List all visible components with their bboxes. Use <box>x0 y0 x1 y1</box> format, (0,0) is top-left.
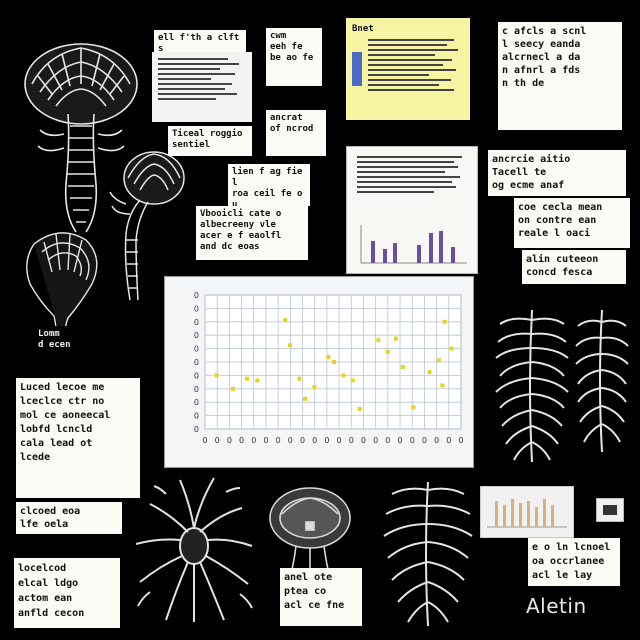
y-tick-label: 0 <box>194 331 199 340</box>
x-tick-label: 0 <box>337 436 342 445</box>
highlight-card: Bnet <box>346 18 470 120</box>
y-tick-label: 0 <box>194 291 199 300</box>
y-tick-label: 0 <box>194 345 199 354</box>
x-tick-label: 0 <box>288 436 293 445</box>
x-tick-label: 0 <box>434 436 439 445</box>
y-tick-label: 0 <box>194 358 199 367</box>
scatter-point <box>303 396 308 401</box>
y-tick-label: 0 <box>194 385 199 394</box>
x-tick-label: 0 <box>312 436 317 445</box>
x-tick-label: 0 <box>276 436 281 445</box>
scatter-point <box>442 319 447 324</box>
brain-mri-specimen <box>269 487 351 579</box>
label-note-11: alin cuteeon concd fesca <box>522 250 626 284</box>
scatter-point <box>287 343 292 348</box>
highlight-card-icon <box>352 52 362 86</box>
scatter-point <box>230 386 235 391</box>
scatter-point <box>393 336 398 341</box>
highlight-card-title: Bnet <box>350 22 390 38</box>
bar-chart-document <box>346 146 478 274</box>
x-tick-label: 0 <box>324 436 329 445</box>
scatter-point <box>341 373 346 378</box>
scatter-point <box>400 365 405 370</box>
x-tick-label: 0 <box>361 436 366 445</box>
scatter-point <box>436 358 441 363</box>
y-tick-label: 0 <box>194 398 199 407</box>
x-tick-label: 0 <box>373 436 378 445</box>
x-tick-label: 0 <box>239 436 244 445</box>
x-tick-label: 0 <box>215 436 220 445</box>
x-tick-label: 0 <box>227 436 232 445</box>
handwritten-caption: Aletin <box>526 594 587 618</box>
scatter-point <box>440 383 445 388</box>
x-tick-label: 0 <box>263 436 268 445</box>
x-tick-label: 0 <box>410 436 415 445</box>
label-note-4: c afcls a scnl l seecy eanda alcrnecl a … <box>498 22 622 130</box>
scatter-point <box>427 370 432 375</box>
label-note-13: Luced lecoe me lceclce ctr no mol ce aon… <box>16 378 140 498</box>
scatter-point <box>385 349 390 354</box>
spinal-specimen-right-2 <box>575 309 629 453</box>
spinal-specimen-right-1 <box>495 309 569 463</box>
scatter-point <box>350 378 355 383</box>
mini-chart-figure <box>487 499 567 528</box>
spinal-specimen-bottom-center <box>383 481 473 627</box>
scatter-point <box>449 346 454 351</box>
label-note-14: clcoed eoa lfe oela <box>16 502 122 534</box>
small-image-thumbnail <box>596 498 624 522</box>
scatter-point <box>214 373 219 378</box>
bar-chart-document-figure <box>360 225 467 264</box>
label-note-8: Vbooicli cate o albecreeny vle acer e f … <box>196 206 308 260</box>
scatter-point <box>312 385 317 390</box>
neuron-specimen-bottom-left <box>135 477 253 622</box>
label-note-1: ell f'th a clfts strelle <box>154 30 246 54</box>
mini-chart-thumbnail <box>480 486 574 538</box>
scatter-point <box>357 406 362 411</box>
label-note-10: coe cecla mean on contre ean reale l oac… <box>514 198 630 248</box>
y-tick-label: 0 <box>194 304 199 313</box>
scatter-point <box>332 360 337 364</box>
x-tick-label: 0 <box>446 436 451 445</box>
label-note-15: locelcod elcal ldgo actom ean anfld ceco… <box>14 558 120 628</box>
y-tick-label: 0 <box>194 318 199 327</box>
document-thumbnail-1 <box>152 52 252 122</box>
x-tick-label: 0 <box>349 436 354 445</box>
x-tick-label: 0 <box>202 436 207 445</box>
scatter-point <box>376 338 381 343</box>
y-tick-label: 0 <box>194 412 199 421</box>
x-tick-label: 0 <box>398 436 403 445</box>
x-tick-label: 0 <box>385 436 390 445</box>
x-tick-label: 0 <box>458 436 463 445</box>
label-note-12: Lomm d ecen <box>34 326 96 354</box>
scatter-point <box>283 318 288 323</box>
scatter-point <box>244 376 249 381</box>
scatter-point <box>326 354 331 359</box>
y-tick-label: 0 <box>194 425 199 434</box>
brain-specimen-medium <box>109 151 185 301</box>
label-note-9: ancrcie aitio Tacell te og ecme anaf <box>488 150 626 196</box>
label-note-7: lien f ag fiel roa ceil fe ou t cea f ce… <box>228 164 310 206</box>
x-tick-label: 0 <box>251 436 256 445</box>
y-tick-label: 0 <box>194 371 199 380</box>
small-image-thumbnail-fill <box>603 505 617 515</box>
x-tick-label: 0 <box>422 436 427 445</box>
label-note-17: e o ln lcnoel oa occrlanee acl le lay <box>528 538 620 586</box>
label-note-2: cwm eeh fe be ao fe <box>266 28 322 86</box>
label-note-16: anel ote ptea co acl ce fne <box>280 568 362 626</box>
label-note-5: Ticeal roggio sentiel <box>168 126 252 156</box>
scatter-point <box>255 378 260 383</box>
x-tick-label: 0 <box>300 436 305 445</box>
label-note-6: ancrat of ncrod <box>266 110 326 156</box>
scatter-point <box>411 405 416 410</box>
brain-specimen-large <box>24 43 138 233</box>
highlight-card-lines <box>368 36 464 94</box>
scatter-point <box>297 376 302 381</box>
bar-chart-document-text <box>357 153 467 196</box>
